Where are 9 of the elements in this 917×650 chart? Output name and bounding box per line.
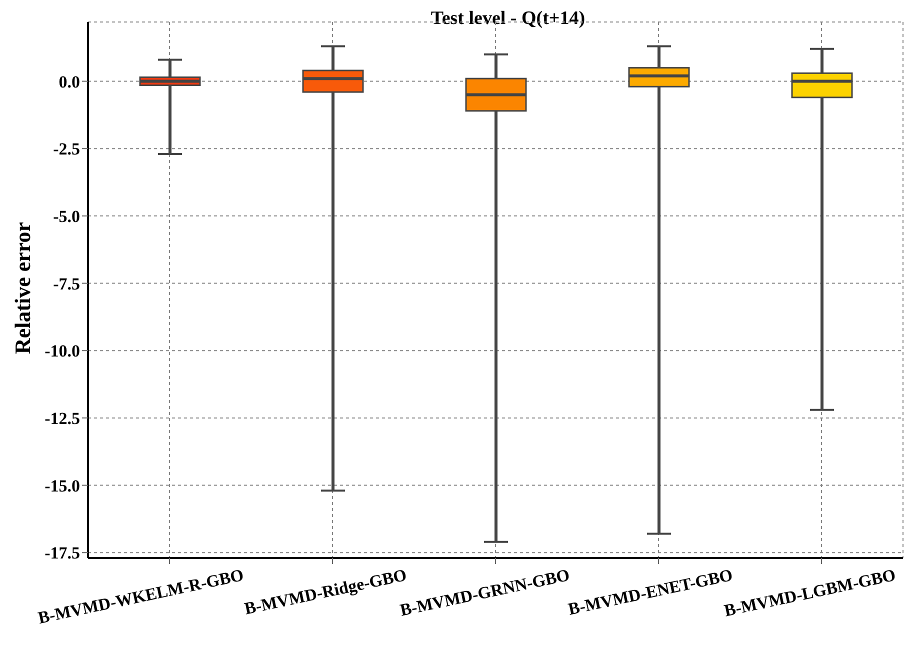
y-tick-label: -10.0 <box>44 342 80 361</box>
y-tick-label: -2.5 <box>53 140 80 159</box>
y-tick-label: -15.0 <box>44 476 80 496</box>
y-tick-label: -12.5 <box>44 408 80 428</box>
y-tick-label: 0.0 <box>58 72 80 92</box>
y-tick-label: -7.5 <box>53 274 80 294</box>
y-tick-label: -5.0 <box>53 206 80 226</box>
y-axis-title: Relative error <box>10 222 36 354</box>
y-tick-label: -17.5 <box>44 544 80 563</box>
